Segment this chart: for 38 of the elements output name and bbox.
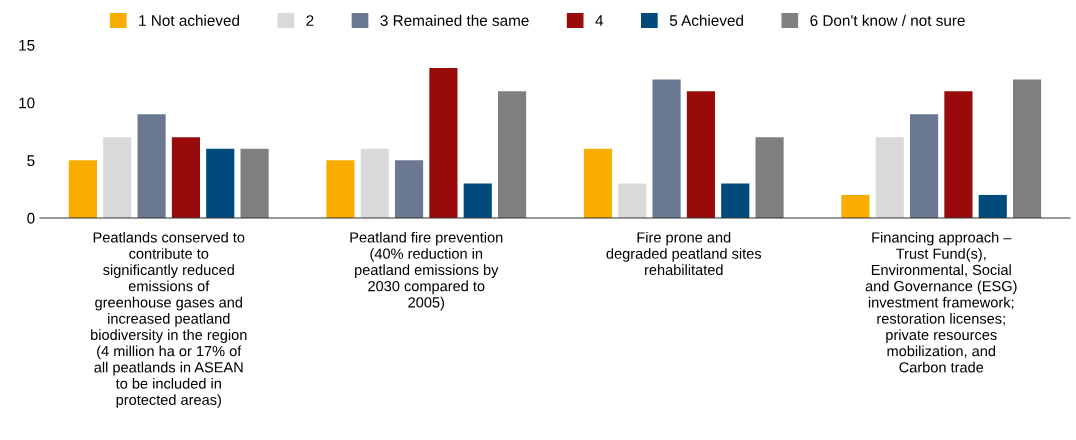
bar (395, 160, 424, 218)
legend-label: 2 (306, 15, 314, 26)
bar (652, 79, 681, 218)
y-tick-label: 5 (27, 155, 35, 167)
bar (583, 148, 612, 218)
bar (841, 194, 870, 218)
bar (944, 91, 973, 218)
bar (978, 194, 1007, 218)
bar (429, 68, 458, 218)
legend-label: 4 (595, 15, 604, 26)
legend-label: 6 Don't know / not sure (810, 14, 965, 26)
bar (463, 183, 492, 218)
bar (1013, 79, 1042, 218)
bar (68, 160, 97, 218)
x-tick-label: Peatland fire prevention (40% reduction in peatland emissions by 2030 compared to 2005) (350, 231, 503, 311)
bar (326, 160, 355, 218)
bar (875, 137, 904, 218)
bar (103, 137, 132, 218)
bar (240, 148, 269, 218)
x-tick-label: Fire prone and degraded peatland sites rehabilitated (606, 231, 762, 276)
category-label: Financing approach – Trust Fund(s), Environmental, Social and Governance (ESG) investment framework; restoration licenses; private resources mobilization, and Carbon trade (865, 231, 1017, 373)
bar (137, 114, 166, 218)
bar (360, 148, 389, 218)
legend-label: 1 Not achieved (139, 14, 240, 26)
y-tick-label: 15 (19, 40, 35, 51)
bar (498, 91, 527, 218)
legend-label: 5 Achieved (669, 14, 743, 26)
bar (721, 183, 750, 218)
y-tick-label: 0 (27, 212, 35, 224)
bar (686, 91, 715, 218)
y-tick-label: 10 (19, 97, 35, 109)
legend-label: 3 Remained the same (380, 14, 529, 26)
bar (618, 183, 647, 218)
bar (910, 114, 939, 218)
category-label: Peatlands conserved to contribute to significantly reduced emissions of greenhouse gases and increased peatland biodiversity in the region (4 million ha or 17% of all peatlands in ASEAN to be included in protected areas) (91, 231, 247, 408)
bar (206, 148, 235, 218)
bar (171, 137, 200, 218)
bar (755, 137, 784, 218)
